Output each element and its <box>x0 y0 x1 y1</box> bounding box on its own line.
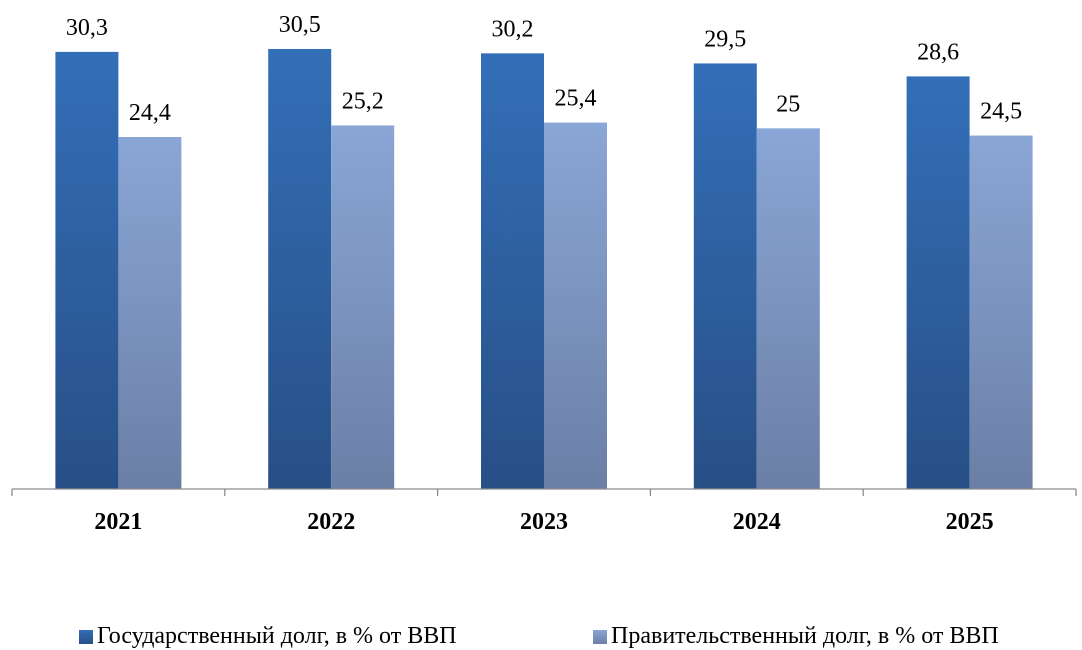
x-axis-tick-label: 2023 <box>520 509 568 535</box>
legend-label-govt-debt: Правительственный долг, в % от ВВП <box>611 623 999 649</box>
data-label: 25,2 <box>342 88 384 114</box>
bar-gov-debt <box>693 63 757 489</box>
x-axis <box>11 488 1077 496</box>
bar-govt-debt <box>118 137 182 489</box>
legend-label-gov-debt: Государственный долг, в % от ВВП <box>97 623 457 649</box>
data-label: 25 <box>776 91 800 117</box>
bar-govt-debt <box>544 122 607 490</box>
legend: Государственный долг, в % от ВВП Правите… <box>79 623 999 649</box>
bar-govt-debt <box>969 135 1033 489</box>
bar-gov-debt <box>268 49 332 489</box>
bar-gov-debt <box>906 76 970 489</box>
data-label: 25,4 <box>555 86 597 112</box>
data-label: 30,3 <box>66 15 108 41</box>
data-label: 28,6 <box>917 39 959 65</box>
legend-swatch-govt-debt <box>593 630 607 644</box>
data-label: 30,2 <box>492 16 534 42</box>
x-axis-labels: 2021 2022 2023 2024 2025 <box>94 509 993 535</box>
x-axis-tick-label: 2024 <box>733 509 781 535</box>
x-axis-tick-label: 2021 <box>94 509 142 535</box>
bar-govt-debt <box>331 125 395 489</box>
data-label: 30,5 <box>279 12 321 38</box>
data-label: 24,4 <box>129 100 171 126</box>
data-label: 24,5 <box>980 99 1022 125</box>
bar-gov-debt <box>481 53 544 489</box>
data-label: 29,5 <box>704 26 746 52</box>
x-axis-tick-label: 2025 <box>946 509 994 535</box>
bars-layer <box>55 49 1033 490</box>
value-labels-layer: 30,3 24,4 30,5 25,2 30,2 25,4 29,5 25 28,6 24,5 <box>66 12 1022 126</box>
bar-gov-debt <box>55 51 119 489</box>
x-axis-tick-label: 2022 <box>307 509 355 535</box>
bar-govt-debt <box>756 128 820 489</box>
legend-swatch-gov-debt <box>79 630 93 644</box>
